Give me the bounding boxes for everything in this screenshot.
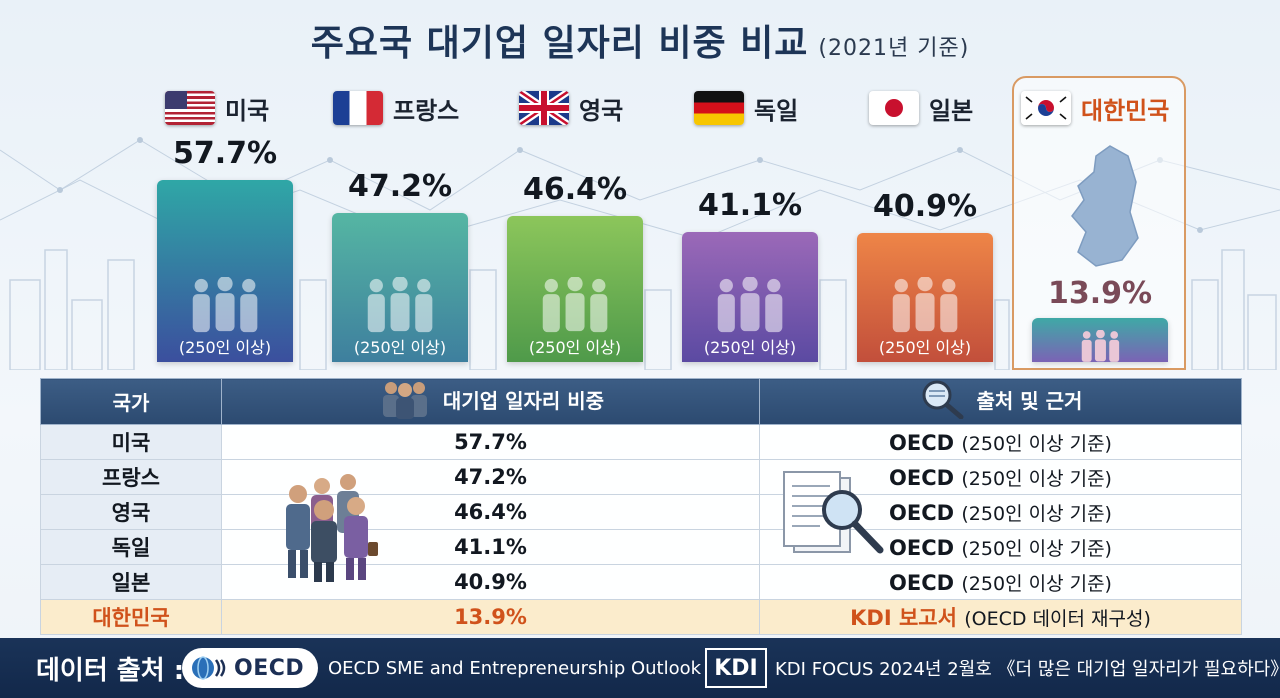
footer-source-oecd: OECD SME and Entrepreneurship Outlook [328, 657, 702, 679]
cell-source: OECD (250인 이상 기준) [759, 424, 1242, 460]
footer: 데이터 출처 : OECD OECD SME and Entrepreneurs… [0, 638, 1280, 698]
bar: (250인 이상) [507, 215, 643, 362]
header-source: 출처 및 근거 [759, 378, 1242, 425]
country-header: 영국 [519, 88, 623, 128]
title-sub: (2021년 기준) [818, 36, 970, 61]
bar-footnote: (250인 이상) [178, 338, 272, 357]
table-row: 대한민국 13.9% KDI 보고서 (OECD 데이터 재구성) [40, 599, 1242, 635]
table-row: 일본 40.9% OECD (250인 이상 기준) [40, 564, 1242, 600]
country-name: 대한민국 [1081, 96, 1170, 125]
bar: (250인 이상) [682, 232, 818, 362]
country-header: 프랑스 [333, 88, 459, 128]
page-title: 주요국 대기업 일자리 비중 비교 (2021년 기준) [0, 14, 1280, 66]
oecd-globe-icon [192, 656, 226, 680]
kr-flag-icon [1021, 91, 1071, 125]
bar: (250인 이상) [332, 213, 468, 362]
bar-footnote: (250인 이상) [703, 337, 797, 357]
bar-value-label: 57.7% [172, 136, 278, 171]
kdi-logo: KDI [705, 648, 767, 688]
business-people-group-icon [286, 474, 378, 582]
fr-flag-icon [333, 91, 383, 125]
footer-source-kdi: KDI FOCUS 2024년 2월호 《더 많은 대기업 일자리가 필요하다》 [775, 659, 1280, 680]
country-header: 독일 [694, 88, 798, 128]
us-flag-icon [165, 91, 215, 125]
country-header: 일본 [869, 88, 973, 128]
bar-value-label: 41.1% [697, 188, 803, 224]
country-name: 미국 [225, 96, 270, 125]
cell-country: 미국 [40, 424, 222, 460]
country-name: 프랑스 [393, 96, 460, 125]
de-flag-icon [694, 91, 744, 125]
cell-share: 57.7% [221, 424, 760, 460]
table-row: 영국 46.4% OECD (250인 이상 기준) [40, 494, 1242, 530]
bar-chart: 미국 (250인 이상) 57.7% 프랑스 (250인 이상) 47.2% 영국 (250인… [0, 80, 1280, 370]
people-icon [717, 277, 783, 333]
bar-value-label: 47.2% [347, 169, 453, 205]
document-search-icon [783, 471, 884, 554]
people-icon [542, 277, 608, 333]
bar-value-label: 13.9% [1047, 276, 1153, 311]
bar-footnote: (250인 이상) [528, 337, 622, 357]
cell-share: 47.2% [221, 459, 760, 495]
uk-flag-icon [519, 91, 569, 125]
country-header: 대한민국 [1021, 88, 1169, 128]
bar-value-label: 46.4% [522, 171, 628, 207]
cell-country: 독일 [40, 529, 222, 565]
cell-country: 대한민국 [40, 599, 222, 635]
title-main: 주요국 대기업 일자리 비중 비교 [310, 23, 809, 64]
magnifier-icon [922, 380, 964, 419]
table-row: 독일 41.1% OECD (250인 이상 기준) [40, 529, 1242, 565]
cell-country: 영국 [40, 494, 222, 530]
people-icon [367, 277, 433, 333]
jp-flag-icon [869, 91, 919, 125]
people-icon [1081, 330, 1119, 362]
cell-share: 13.9% [221, 599, 760, 635]
bar-footnote: (250인 이상) [353, 337, 447, 357]
bar: (250인 이상) [857, 232, 993, 362]
cell-source: KDI 보고서 (OECD 데이터 재구성) [759, 599, 1242, 635]
bar-footnote: (250인 이상) [878, 337, 972, 357]
table-row: 미국 57.7% OECD (250인 이상 기준) [40, 424, 1242, 460]
header-share: 대기업 일자리 비중 [221, 378, 760, 425]
footer-label: 데이터 출처 : [36, 655, 185, 686]
country-header: 미국 [165, 88, 269, 128]
cell-country: 일본 [40, 564, 222, 600]
country-name: 일본 [929, 96, 974, 125]
table-row: 프랑스 47.2% OECD (250인 이상 기준) [40, 459, 1242, 495]
bar [1032, 318, 1168, 362]
header-country: 국가 [40, 378, 222, 425]
bar-value-label: 40.9% [872, 188, 978, 224]
country-name: 영국 [579, 96, 624, 125]
people-icon [192, 277, 258, 333]
bar: (250인 이상) [157, 180, 293, 362]
cell-source: OECD (250인 이상 기준) [759, 564, 1242, 600]
people-icon [892, 277, 958, 333]
oecd-logo: OECD [182, 648, 318, 688]
country-name: 독일 [754, 96, 799, 125]
korea-map-icon [1071, 145, 1139, 267]
cell-country: 프랑스 [40, 459, 222, 495]
data-table: 국가 대기업 일자리 비중 [40, 378, 1242, 635]
business-people-icon [382, 382, 427, 419]
